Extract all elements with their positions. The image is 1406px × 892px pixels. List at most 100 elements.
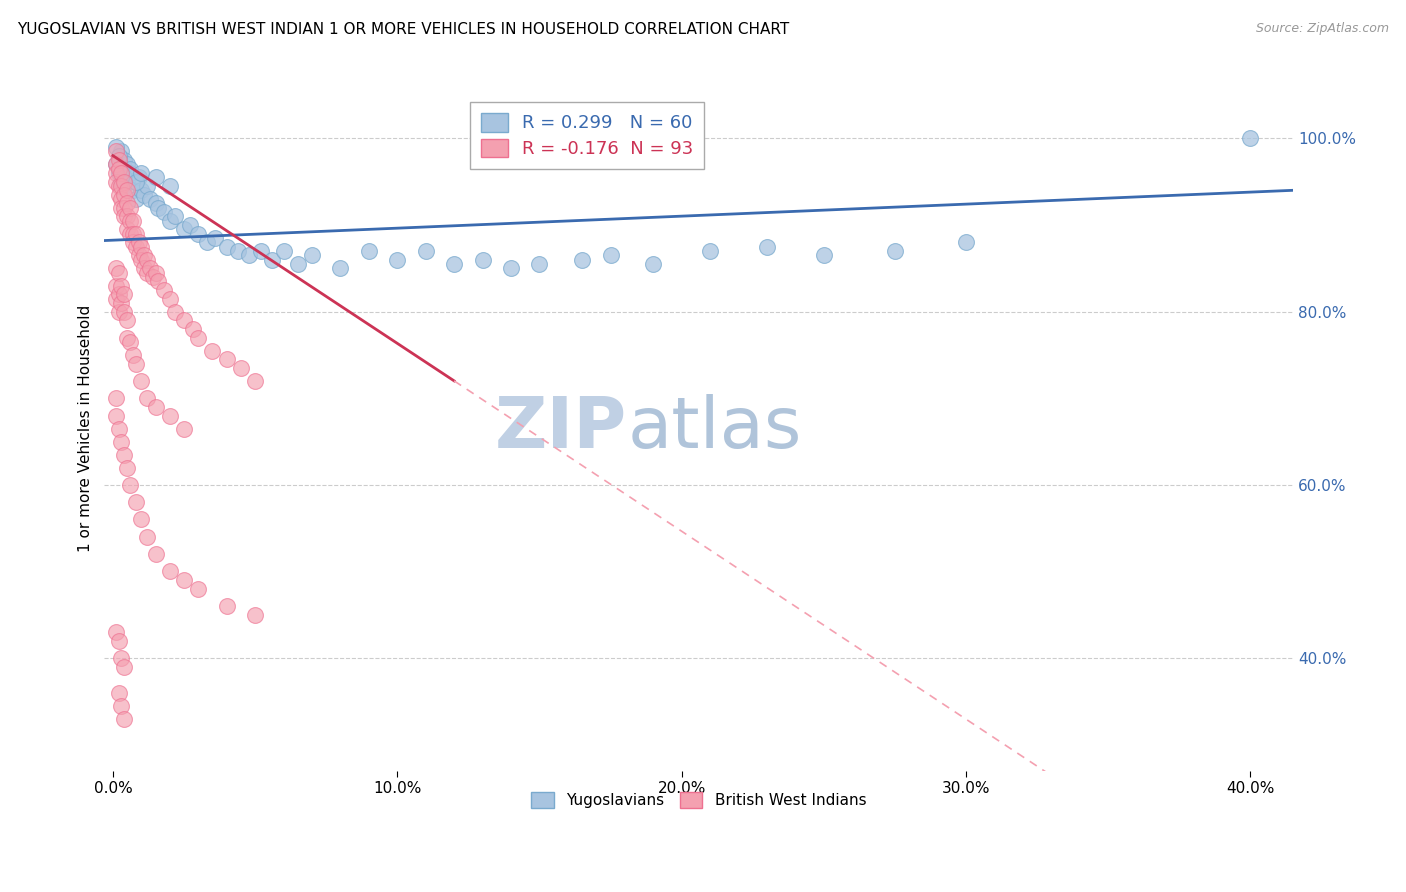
Point xyxy=(136,252,159,267)
Point xyxy=(110,651,132,665)
Point xyxy=(104,292,127,306)
Point xyxy=(124,495,146,509)
Point xyxy=(115,313,138,327)
Point xyxy=(107,287,129,301)
Point xyxy=(153,205,176,219)
Point xyxy=(110,145,132,159)
Point xyxy=(118,161,141,176)
Point xyxy=(139,192,162,206)
Point xyxy=(883,244,905,258)
Point xyxy=(104,145,127,159)
Point xyxy=(112,287,135,301)
Point xyxy=(1239,131,1261,145)
Point xyxy=(329,261,352,276)
Point xyxy=(104,157,127,171)
Point xyxy=(131,374,153,388)
Point xyxy=(128,170,150,185)
Point xyxy=(115,196,138,211)
Point xyxy=(112,175,135,189)
Point xyxy=(145,196,167,211)
Point xyxy=(201,343,224,358)
Point xyxy=(115,183,138,197)
Point xyxy=(273,244,295,258)
Point xyxy=(173,421,195,435)
Point xyxy=(112,448,135,462)
Point xyxy=(124,239,146,253)
Point xyxy=(755,239,778,253)
Point xyxy=(110,166,132,180)
Point xyxy=(131,512,153,526)
Point xyxy=(165,209,187,223)
Point xyxy=(115,460,138,475)
Point xyxy=(499,261,522,276)
Point xyxy=(104,157,127,171)
Point xyxy=(226,244,249,258)
Text: YUGOSLAVIAN VS BRITISH WEST INDIAN 1 OR MORE VEHICLES IN HOUSEHOLD CORRELATION C: YUGOSLAVIAN VS BRITISH WEST INDIAN 1 OR … xyxy=(17,22,789,37)
Point xyxy=(529,257,551,271)
Point xyxy=(110,161,132,176)
Point xyxy=(142,269,165,284)
Point xyxy=(118,213,141,227)
Point xyxy=(107,686,129,700)
Point xyxy=(415,244,437,258)
Point xyxy=(301,248,323,262)
Point xyxy=(131,183,153,197)
Point xyxy=(115,330,138,344)
Point xyxy=(121,213,143,227)
Point xyxy=(121,227,143,241)
Point xyxy=(159,565,181,579)
Point xyxy=(107,161,129,176)
Point xyxy=(110,296,132,310)
Point xyxy=(159,409,181,423)
Point xyxy=(173,222,195,236)
Point xyxy=(110,175,132,189)
Point xyxy=(107,153,129,167)
Point xyxy=(104,166,127,180)
Point xyxy=(187,227,209,241)
Point xyxy=(104,409,127,423)
Point xyxy=(112,187,135,202)
Point xyxy=(599,248,621,262)
Point xyxy=(115,209,138,223)
Point xyxy=(159,178,181,193)
Point xyxy=(145,266,167,280)
Point xyxy=(104,140,127,154)
Point xyxy=(179,218,201,232)
Point xyxy=(159,292,181,306)
Point xyxy=(238,248,260,262)
Point xyxy=(571,252,593,267)
Point xyxy=(165,304,187,318)
Point xyxy=(124,357,146,371)
Legend: Yugoslavians, British West Indians: Yugoslavians, British West Indians xyxy=(524,786,873,814)
Point xyxy=(215,599,238,613)
Point xyxy=(229,360,252,375)
Point xyxy=(243,374,266,388)
Point xyxy=(110,192,132,206)
Y-axis label: 1 or more Vehicles in Household: 1 or more Vehicles in Household xyxy=(79,305,93,552)
Point xyxy=(643,257,665,271)
Point xyxy=(104,391,127,405)
Point xyxy=(955,235,977,250)
Point xyxy=(124,227,146,241)
Point xyxy=(181,322,204,336)
Point xyxy=(173,573,195,587)
Point xyxy=(107,266,129,280)
Text: atlas: atlas xyxy=(627,394,801,463)
Point xyxy=(115,222,138,236)
Point xyxy=(262,252,284,267)
Point xyxy=(107,421,129,435)
Point xyxy=(112,659,135,673)
Point xyxy=(128,248,150,262)
Point xyxy=(145,170,167,185)
Text: Source: ZipAtlas.com: Source: ZipAtlas.com xyxy=(1256,22,1389,36)
Point xyxy=(204,231,226,245)
Point xyxy=(243,607,266,622)
Point xyxy=(115,175,138,189)
Point xyxy=(145,400,167,414)
Point xyxy=(131,252,153,267)
Point xyxy=(124,175,146,189)
Point xyxy=(104,278,127,293)
Point xyxy=(112,178,135,193)
Point xyxy=(118,201,141,215)
Point xyxy=(136,391,159,405)
